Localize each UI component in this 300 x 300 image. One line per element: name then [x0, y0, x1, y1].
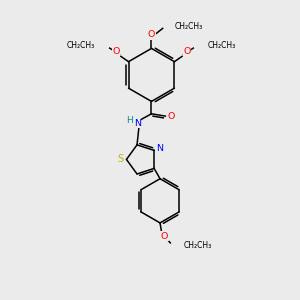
Text: H: H [127, 116, 134, 125]
Text: N: N [157, 145, 164, 154]
Text: CH₂CH₃: CH₂CH₃ [184, 241, 212, 250]
Text: O: O [161, 232, 168, 241]
Text: O: O [183, 47, 190, 56]
Text: CH₂CH₃: CH₂CH₃ [208, 41, 236, 50]
Text: CH₂CH₃: CH₂CH₃ [175, 22, 203, 31]
Text: CH₂CH₃: CH₂CH₃ [67, 41, 95, 50]
Text: N: N [134, 119, 141, 128]
Text: O: O [148, 30, 155, 39]
Text: S: S [118, 154, 124, 164]
Text: O: O [167, 112, 175, 121]
Text: O: O [112, 47, 120, 56]
